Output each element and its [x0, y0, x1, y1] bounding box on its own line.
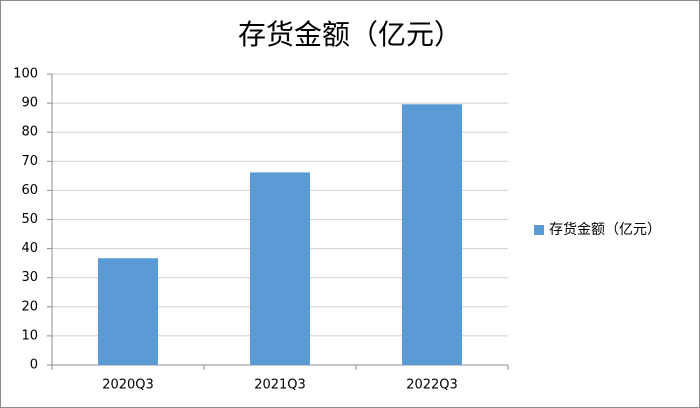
bar: [98, 258, 158, 365]
y-tick-label: 40: [21, 241, 38, 256]
y-tick-label: 0: [30, 358, 38, 373]
y-tick-label: 70: [21, 154, 38, 169]
x-tick-label: 2021Q3: [254, 378, 306, 393]
y-tick-label: 90: [21, 96, 38, 111]
chart-title: 存货金额（亿元）: [238, 18, 462, 51]
y-tick-label: 100: [13, 67, 38, 82]
y-tick-label: 50: [21, 212, 38, 227]
legend-swatch: [534, 225, 544, 235]
legend-label: 存货金额（亿元）: [549, 221, 661, 238]
y-tick-label: 30: [21, 270, 38, 285]
y-tick-label: 80: [21, 125, 38, 140]
y-tick-label: 20: [21, 299, 38, 314]
x-tick-label: 2020Q3: [102, 378, 154, 393]
y-tick-label: 10: [21, 328, 38, 343]
bar: [402, 104, 462, 365]
y-tick-label: 60: [21, 183, 38, 198]
x-tick-label: 2022Q3: [406, 378, 458, 393]
bar: [250, 172, 310, 365]
